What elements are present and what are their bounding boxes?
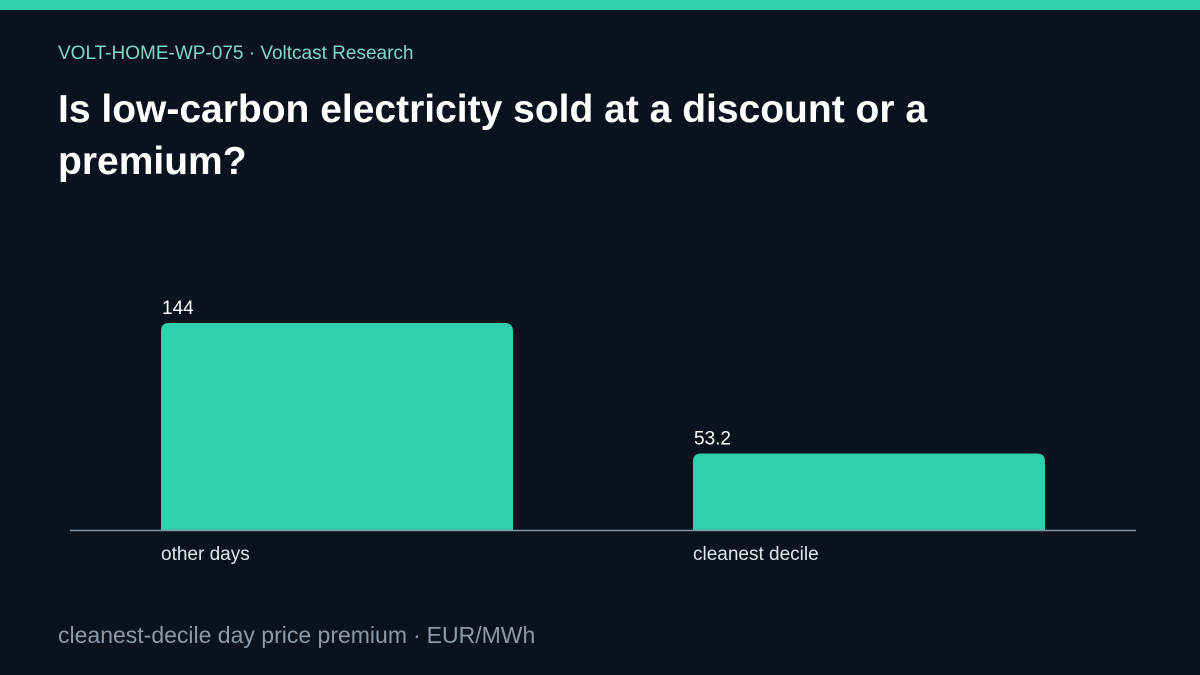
chart-title: Is low-carbon electricity sold at a disc… [58, 88, 928, 183]
bar-cleanest-decile [693, 453, 1045, 530]
report-kicker: VOLT-HOME-WP-075 · Voltcast Research [58, 43, 414, 65]
bar-group [161, 323, 1045, 530]
kicker-separator: · [248, 43, 256, 64]
chart-footer: cleanest-decile day price premium · EUR/MW… [58, 621, 535, 649]
category-label: cleanest decile [693, 544, 819, 565]
category-label-group: other days cleanest decile [161, 544, 819, 565]
accent-top-bar [0, 0, 1200, 10]
report-source: Voltcast Research [260, 43, 414, 64]
category-label: other days [161, 544, 250, 565]
footer-unit: EUR/MWh [426, 622, 536, 648]
footer-metric: cleanest-decile day price premium [58, 622, 407, 648]
value-label: 144 [162, 298, 194, 319]
value-label-group: 144 53.2 [162, 298, 731, 450]
bar-other-days [161, 323, 513, 530]
report-code: VOLT-HOME-WP-075 [58, 43, 244, 64]
footer-separator: · [413, 622, 421, 648]
value-label: 53.2 [694, 429, 731, 450]
